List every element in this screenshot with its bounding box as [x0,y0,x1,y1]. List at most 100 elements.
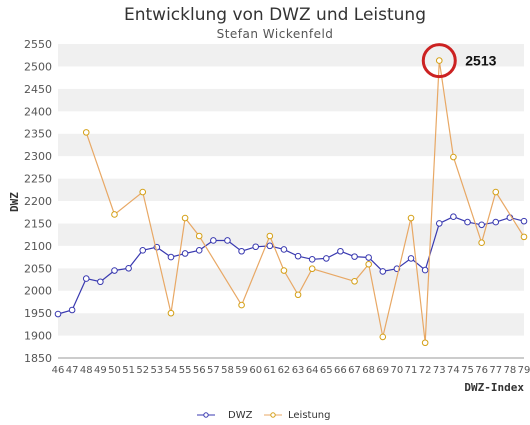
data-point[interactable] [266,232,274,240]
data-point[interactable] [68,306,76,314]
y-tick-label: 2200 [24,195,52,208]
x-tick-label: 58 [221,365,234,376]
legend-item-leistung[interactable]: Leistung [264,410,330,421]
y-tick-label: 2150 [24,217,52,230]
highlight-circle [421,43,457,79]
x-tick-label: 75 [461,365,474,376]
data-point[interactable] [421,266,429,274]
y-tick-label: 1850 [24,352,52,365]
x-tick-label: 53 [150,365,163,376]
data-point[interactable] [379,333,387,341]
x-tick-label: 47 [66,365,79,376]
data-point[interactable] [407,214,415,222]
data-point[interactable] [520,217,528,225]
data-point[interactable] [139,247,147,254]
data-point[interactable] [365,260,372,268]
data-point[interactable] [435,57,443,64]
grid-band [58,290,524,314]
series-dwz [54,213,528,318]
data-point[interactable] [181,250,189,257]
data-point[interactable] [351,253,358,260]
grid-band [58,88,524,112]
data-point[interactable] [167,309,175,317]
x-tick-label: 46 [52,365,65,376]
data-point[interactable] [111,267,118,274]
data-point[interactable] [464,218,471,226]
data-point[interactable] [97,278,104,286]
data-point[interactable] [252,243,259,251]
x-tick-label: 64 [306,365,319,376]
data-point[interactable] [478,239,485,247]
grid-band [58,245,524,269]
chart-subtitle: Stefan Wickenfeld [217,27,334,41]
y-tick-label: 2050 [24,262,52,275]
data-point[interactable] [167,253,175,261]
data-point[interactable] [450,213,457,220]
y-tick-label: 2450 [24,83,52,96]
data-point[interactable] [520,233,528,241]
legend-item-dwz[interactable]: DWZ [197,410,253,421]
chart-title: Entwicklung von DWZ und Leistung [124,5,426,25]
grid-bands [58,44,524,358]
data-point[interactable] [181,214,189,222]
x-tick-label: 76 [475,365,488,376]
grid-band [58,201,524,224]
x-tick-label: 56 [193,365,206,376]
data-point[interactable] [280,267,288,274]
series-leistung [82,57,528,347]
grid-band [58,133,524,157]
data-point[interactable] [195,247,203,254]
data-point[interactable] [308,265,316,273]
data-point[interactable] [294,252,302,260]
data-point[interactable] [210,237,217,244]
grid-band [58,223,524,246]
data-point[interactable] [266,242,274,250]
data-point[interactable] [125,264,132,272]
y-axis-label: DWZ [8,192,21,212]
data-point[interactable] [407,255,415,262]
data-point[interactable] [323,255,330,262]
data-point[interactable] [308,256,316,263]
y-tick-label: 2250 [24,173,52,186]
x-tick-label: 65 [320,365,333,376]
data-point[interactable] [82,129,90,136]
data-point[interactable] [435,220,443,227]
data-point[interactable] [139,188,147,196]
y-tick-label: 2100 [24,240,52,253]
data-point[interactable] [294,291,302,299]
legend-label-dwz: DWZ [228,410,253,421]
data-point[interactable] [238,301,245,309]
x-tick-label: 49 [94,365,107,376]
data-point[interactable] [421,339,429,347]
y-tick-label: 2350 [24,128,52,141]
data-point[interactable] [450,153,457,161]
data-point[interactable] [224,237,231,244]
y-tick-label: 2500 [24,60,52,73]
data-point[interactable] [492,188,500,196]
data-point[interactable] [365,254,372,261]
x-tick-label: 61 [263,365,276,376]
data-point[interactable] [195,232,203,240]
grid-band [58,268,524,291]
data-point[interactable] [82,275,90,282]
grid-band [58,66,524,89]
x-tick-label: 50 [108,365,121,376]
data-point[interactable] [379,268,387,275]
x-tick-label: 62 [278,365,291,376]
x-tick-label: 52 [136,365,149,376]
legend-label-leistung: Leistung [288,410,330,421]
data-point[interactable] [280,246,288,253]
x-tick-label: 51 [122,365,135,376]
x-tick-label: 79 [518,365,530,376]
data-point[interactable] [351,277,358,285]
data-point[interactable] [54,310,62,318]
data-point[interactable] [337,247,344,255]
data-point[interactable] [478,221,485,229]
y-tick-label: 2000 [24,285,52,298]
data-point[interactable] [238,247,245,255]
series-layer [54,57,528,347]
x-tick-label: 48 [80,365,93,376]
data-point[interactable] [492,218,500,226]
data-point[interactable] [111,211,118,218]
x-tick-label: 71 [405,365,418,376]
